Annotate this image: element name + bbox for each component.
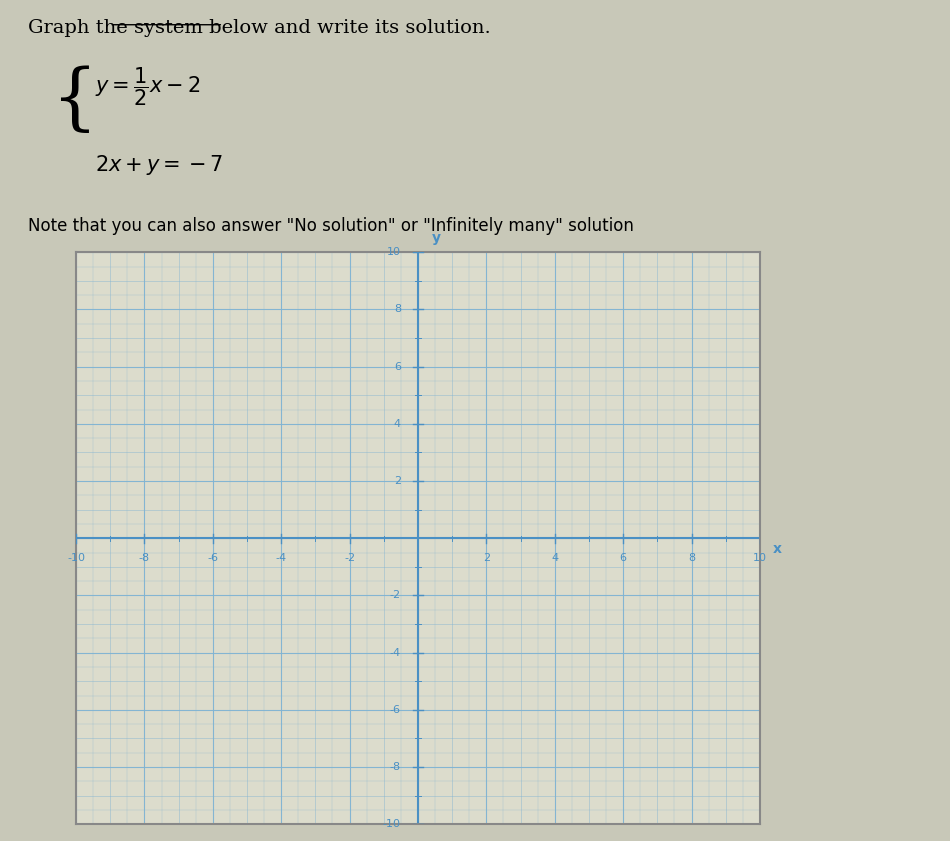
Text: $y = \dfrac{1}{2}x - 2$: $y = \dfrac{1}{2}x - 2$ bbox=[95, 66, 200, 108]
Text: $2x + y = -7$: $2x + y = -7$ bbox=[95, 153, 223, 177]
Text: -4: -4 bbox=[276, 553, 287, 563]
Text: 10: 10 bbox=[753, 553, 767, 563]
Text: Graph the system below and write its solution.: Graph the system below and write its sol… bbox=[28, 19, 491, 37]
Text: -10: -10 bbox=[383, 819, 401, 829]
Text: 4: 4 bbox=[551, 553, 559, 563]
Text: 10: 10 bbox=[387, 247, 401, 257]
Text: 2: 2 bbox=[393, 476, 401, 486]
Text: -4: -4 bbox=[390, 648, 401, 658]
Text: -8: -8 bbox=[390, 762, 401, 772]
Text: {: { bbox=[52, 66, 98, 136]
Text: -2: -2 bbox=[344, 553, 355, 563]
Text: y: y bbox=[431, 231, 441, 245]
Text: x: x bbox=[772, 542, 782, 556]
Text: -6: -6 bbox=[390, 705, 401, 715]
Text: 4: 4 bbox=[393, 419, 401, 429]
Text: 8: 8 bbox=[688, 553, 695, 563]
Text: 2: 2 bbox=[483, 553, 490, 563]
Text: -8: -8 bbox=[139, 553, 150, 563]
Text: -2: -2 bbox=[390, 590, 401, 600]
Text: 8: 8 bbox=[393, 304, 401, 315]
Text: Note that you can also answer "No solution" or "Infinitely many" solution: Note that you can also answer "No soluti… bbox=[28, 217, 635, 235]
Text: -6: -6 bbox=[207, 553, 218, 563]
Text: 6: 6 bbox=[394, 362, 401, 372]
Text: -10: -10 bbox=[67, 553, 85, 563]
Text: 6: 6 bbox=[619, 553, 627, 563]
